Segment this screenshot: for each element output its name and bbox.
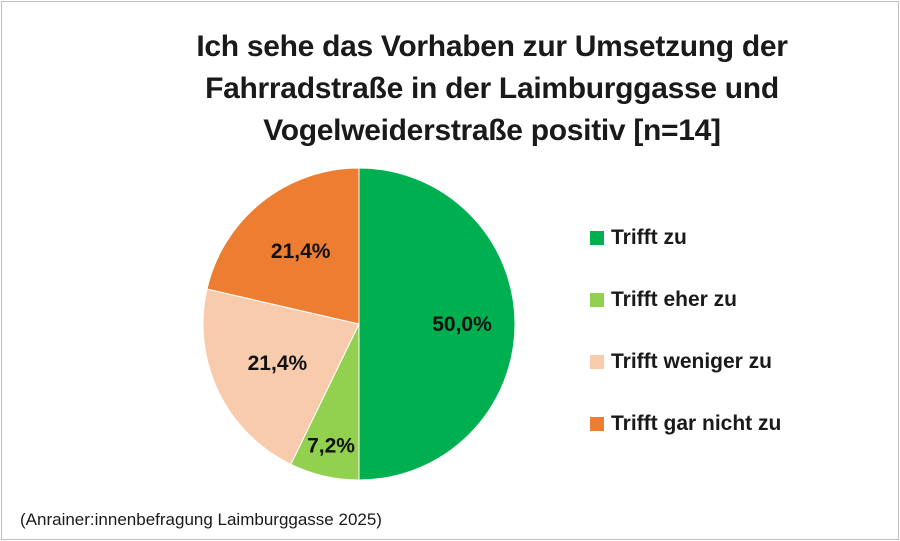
legend-swatch-trifft-eher-zu xyxy=(590,293,604,307)
source-note: (Anrainer:innenbefragung Laimburggasse 2… xyxy=(20,510,382,529)
chart-legend: Trifft zu Trifft eher zu Trifft weniger … xyxy=(590,207,890,455)
data-label-trifft-eher-zu: 7,2% xyxy=(307,435,355,458)
legend-swatch-trifft-gar-nicht-zu xyxy=(590,417,604,431)
legend-item-trifft-eher-zu: Trifft eher zu xyxy=(590,269,890,331)
legend-item-trifft-gar-nicht-zu: Trifft gar nicht zu xyxy=(590,393,890,455)
legend-label-trifft-weniger-zu: Trifft weniger zu xyxy=(611,350,773,373)
pie-slice-trifft-weniger-zu xyxy=(202,288,360,465)
legend-item-trifft-zu: Trifft zu xyxy=(590,207,890,269)
pie-slice-trifft-gar-nicht-zu xyxy=(206,167,360,325)
legend-swatch-trifft-weniger-zu xyxy=(590,355,604,369)
chart-title-line-3: Vogelweiderstraße positiv [n=14] xyxy=(263,114,721,147)
legend-swatch-trifft-zu xyxy=(590,231,604,245)
legend-label-trifft-gar-nicht-zu: Trifft gar nicht zu xyxy=(611,412,782,435)
legend-label-trifft-eher-zu: Trifft eher zu xyxy=(611,288,738,311)
data-label-trifft-weniger-zu: 21,4% xyxy=(248,352,308,375)
legend-label-trifft-zu: Trifft zu xyxy=(611,226,687,249)
chart-title-line-1: Ich sehe das Vorhaben zur Umsetzung der xyxy=(196,30,788,63)
pie-slice-trifft-zu xyxy=(358,167,516,481)
data-label-trifft-zu: 50,0% xyxy=(432,313,492,336)
data-label-trifft-gar-nicht-zu: 21,4% xyxy=(271,240,331,263)
chart-title: Ich sehe das Vorhaben zur Umsetzung der … xyxy=(122,26,862,152)
chart-title-line-2: Fahrradstraße in der Laimburggasse und xyxy=(205,72,779,105)
legend-item-trifft-weniger-zu: Trifft weniger zu xyxy=(590,331,890,393)
